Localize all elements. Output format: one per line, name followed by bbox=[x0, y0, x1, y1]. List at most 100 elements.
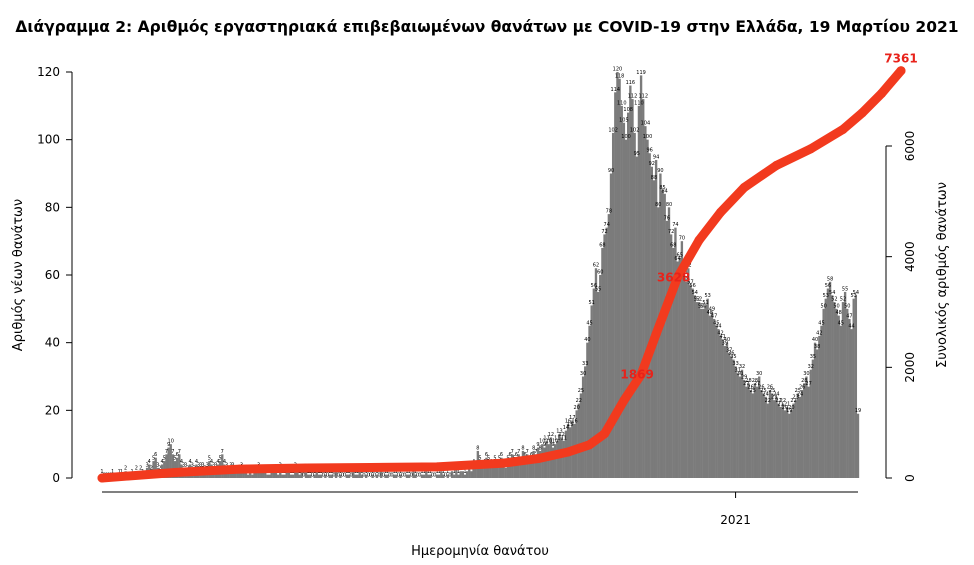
bar-value-label: 0 bbox=[410, 473, 413, 479]
bar-value-label: 2 bbox=[139, 466, 142, 472]
daily-deaths-bar bbox=[603, 234, 606, 478]
daily-deaths-bar bbox=[167, 447, 170, 478]
bar-value-label: 19 bbox=[855, 408, 861, 414]
bar-value-label: 65 bbox=[677, 253, 683, 259]
daily-deaths-bar bbox=[624, 139, 628, 479]
bar-value-label: 56 bbox=[591, 283, 597, 289]
bar-value-label: 9 bbox=[536, 442, 539, 448]
daily-deaths-bar bbox=[324, 474, 327, 478]
daily-deaths-bar bbox=[693, 295, 696, 478]
daily-deaths-bar bbox=[710, 312, 714, 478]
cumulative-point bbox=[857, 108, 867, 118]
daily-deaths-bar bbox=[375, 474, 379, 478]
bar-value-label: 44 bbox=[715, 324, 721, 330]
bar-value-label: 26 bbox=[799, 385, 805, 391]
daily-deaths-bar bbox=[259, 471, 263, 478]
bar-value-label: 3 bbox=[156, 462, 159, 468]
cumulative-point bbox=[806, 144, 816, 154]
bar-value-label: 1 bbox=[414, 469, 417, 475]
bar-value-label: 40 bbox=[584, 337, 590, 343]
bar-value-label: 52 bbox=[696, 297, 702, 303]
daily-deaths-bar bbox=[238, 471, 241, 478]
bar-value-label: 120 bbox=[613, 67, 623, 73]
bar-value-label: 26 bbox=[767, 385, 773, 391]
bar-value-label: 10 bbox=[546, 439, 552, 445]
bar-value-label: 15 bbox=[567, 422, 573, 428]
daily-deaths-bar bbox=[704, 305, 707, 478]
bar-value-label: 53 bbox=[823, 293, 829, 299]
bar-value-label: 52 bbox=[831, 297, 837, 303]
cumulative-point bbox=[636, 370, 646, 380]
bar-value-label: 72 bbox=[601, 229, 607, 235]
bar-value-label: 0 bbox=[367, 473, 370, 479]
daily-deaths-bar bbox=[773, 400, 776, 478]
daily-deaths-bar bbox=[646, 139, 649, 479]
bar-value-label: 3 bbox=[212, 462, 215, 468]
bar-value-label: 0 bbox=[377, 473, 380, 479]
y-axis-right: 0 2000 4000 6000 bbox=[885, 131, 917, 482]
bar-value-label: 1 bbox=[375, 469, 378, 475]
bar-value-label: 112 bbox=[638, 94, 648, 100]
bar-value-label: 1 bbox=[371, 469, 374, 475]
daily-deaths-bar bbox=[826, 288, 830, 478]
daily-deaths-bar bbox=[506, 461, 510, 478]
bar-value-label: 33 bbox=[582, 361, 588, 367]
bar-value-label: 21 bbox=[777, 401, 783, 407]
daily-deaths-bar bbox=[435, 474, 439, 478]
bar-value-label: 22 bbox=[780, 398, 786, 404]
bar-value-label: 8 bbox=[532, 445, 535, 451]
bar-value-label: 25 bbox=[769, 388, 775, 394]
bar-value-label: 1 bbox=[111, 469, 114, 475]
daily-deaths-bar bbox=[405, 474, 409, 478]
daily-deaths-bar bbox=[657, 207, 660, 478]
daily-deaths-bar bbox=[169, 444, 172, 478]
daily-deaths-bar bbox=[289, 474, 293, 478]
x-axis: 2021 bbox=[102, 491, 858, 527]
daily-deaths-bar bbox=[457, 474, 460, 478]
bar-value-label: 49 bbox=[709, 307, 715, 313]
daily-deaths-bar bbox=[601, 247, 604, 478]
bar-value-label: 48 bbox=[707, 310, 713, 316]
bar-value-label: 1 bbox=[354, 469, 357, 475]
bar-value-label: 28 bbox=[752, 378, 758, 384]
bar-value-label: 1 bbox=[365, 469, 368, 475]
daily-deaths-bar bbox=[551, 447, 555, 478]
daily-deaths-bar bbox=[672, 247, 675, 478]
daily-deaths-bar bbox=[315, 471, 318, 478]
daily-deaths-bar bbox=[687, 268, 690, 478]
daily-deaths-bar bbox=[736, 373, 739, 478]
daily-deaths-bar bbox=[556, 440, 559, 478]
bar-value-label: 1 bbox=[384, 469, 387, 475]
daily-deaths-bar bbox=[639, 75, 643, 478]
bar-value-label: 24 bbox=[797, 391, 803, 397]
bar-value-label: 0 bbox=[332, 473, 335, 479]
daily-deaths-bar bbox=[805, 376, 808, 478]
daily-deaths-bar bbox=[841, 302, 845, 478]
bar-value-label: 7 bbox=[517, 449, 520, 455]
bar-value-label: 68 bbox=[670, 242, 676, 248]
daily-deaths-bar bbox=[534, 454, 538, 478]
daily-deaths-bar bbox=[270, 471, 273, 478]
daily-deaths-bar bbox=[762, 393, 765, 478]
bar-value-label: 102 bbox=[630, 127, 640, 133]
daily-deaths-bar bbox=[796, 393, 800, 478]
daily-deaths-bar bbox=[818, 335, 821, 478]
bar-value-label: 20 bbox=[788, 405, 794, 411]
daily-deaths-bar bbox=[614, 92, 617, 479]
bar-value-label: 35 bbox=[730, 354, 736, 360]
daily-deaths-bar bbox=[594, 268, 598, 478]
daily-deaths-bar bbox=[493, 461, 497, 478]
bar-value-label: 26 bbox=[747, 385, 753, 391]
bar-value-label: 44 bbox=[848, 324, 854, 330]
bar-value-label: 45 bbox=[818, 320, 824, 326]
daily-deaths-bar bbox=[798, 396, 802, 478]
bar-value-label: 110 bbox=[617, 100, 627, 106]
bar-value-label: 1 bbox=[427, 469, 430, 475]
bar-value-label: 27 bbox=[754, 381, 760, 387]
bar-value-label: 45 bbox=[713, 320, 719, 326]
bar-value-label: 11 bbox=[554, 435, 560, 441]
bar-value-label: 0 bbox=[433, 473, 436, 479]
daily-deaths-bar bbox=[547, 444, 550, 478]
bar-value-label: 0 bbox=[311, 473, 314, 479]
bar-value-label: 38 bbox=[814, 344, 820, 350]
